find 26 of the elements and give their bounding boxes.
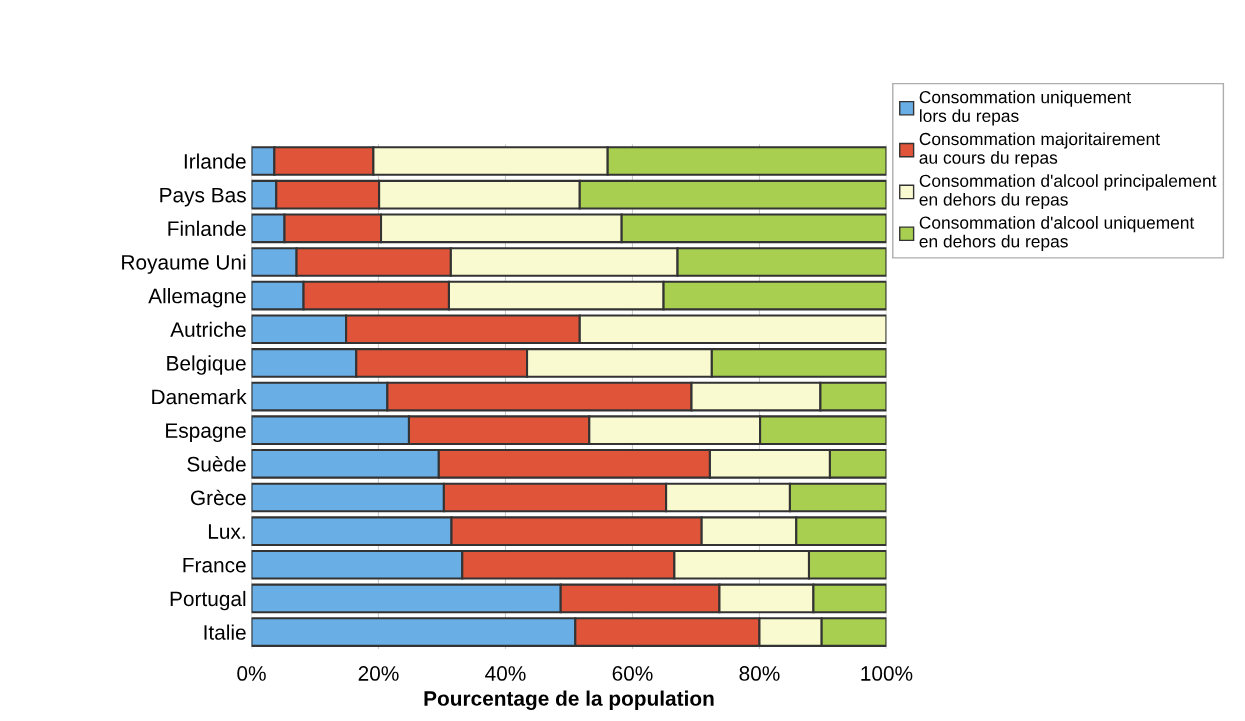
x-tick-label: 40% — [485, 666, 526, 681]
x-tick-label: 100% — [861, 666, 913, 681]
legend-label: Consommation uniquement lors du repas — [919, 90, 1132, 126]
x-tick-label: 0% — [237, 666, 266, 681]
y-tick-label: France — [183, 558, 246, 573]
x-tick-label: 80% — [739, 666, 780, 681]
y-tick-label: Autriche — [170, 321, 246, 338]
legend-label: Consommation d'alcool uniquement en dehors du repas — [919, 216, 1195, 251]
legend-label: Consommation d'alcool principalement en dehors du repas — [919, 174, 1217, 210]
y-tick-label: Espagne — [166, 423, 246, 443]
y-tick-label: Danemark — [152, 389, 247, 405]
y-tick-label: Allemagne — [148, 288, 246, 308]
y-tick-label: Lux. — [208, 524, 245, 539]
y-tick-label: Portugal — [170, 590, 246, 611]
y-tick-label: Finlande — [168, 220, 246, 237]
y-tick-label: Pays Bas — [160, 187, 246, 207]
y-tick-label: Royaume Uni — [122, 254, 246, 274]
x-tick-label: 60% — [612, 666, 653, 681]
y-tick-label: Italie — [204, 624, 246, 640]
legend-label: Consommation majoritairement au cours du repas — [919, 132, 1160, 168]
x-axis-title: Pourcentage de la population — [424, 690, 714, 711]
y-tick-label: Belgique — [167, 355, 246, 375]
y-tick-label: Grèce — [190, 489, 246, 506]
y-tick-label: Suède — [187, 456, 246, 472]
x-tick-label: 20% — [358, 666, 399, 681]
y-tick-label: Irlande — [184, 153, 246, 169]
